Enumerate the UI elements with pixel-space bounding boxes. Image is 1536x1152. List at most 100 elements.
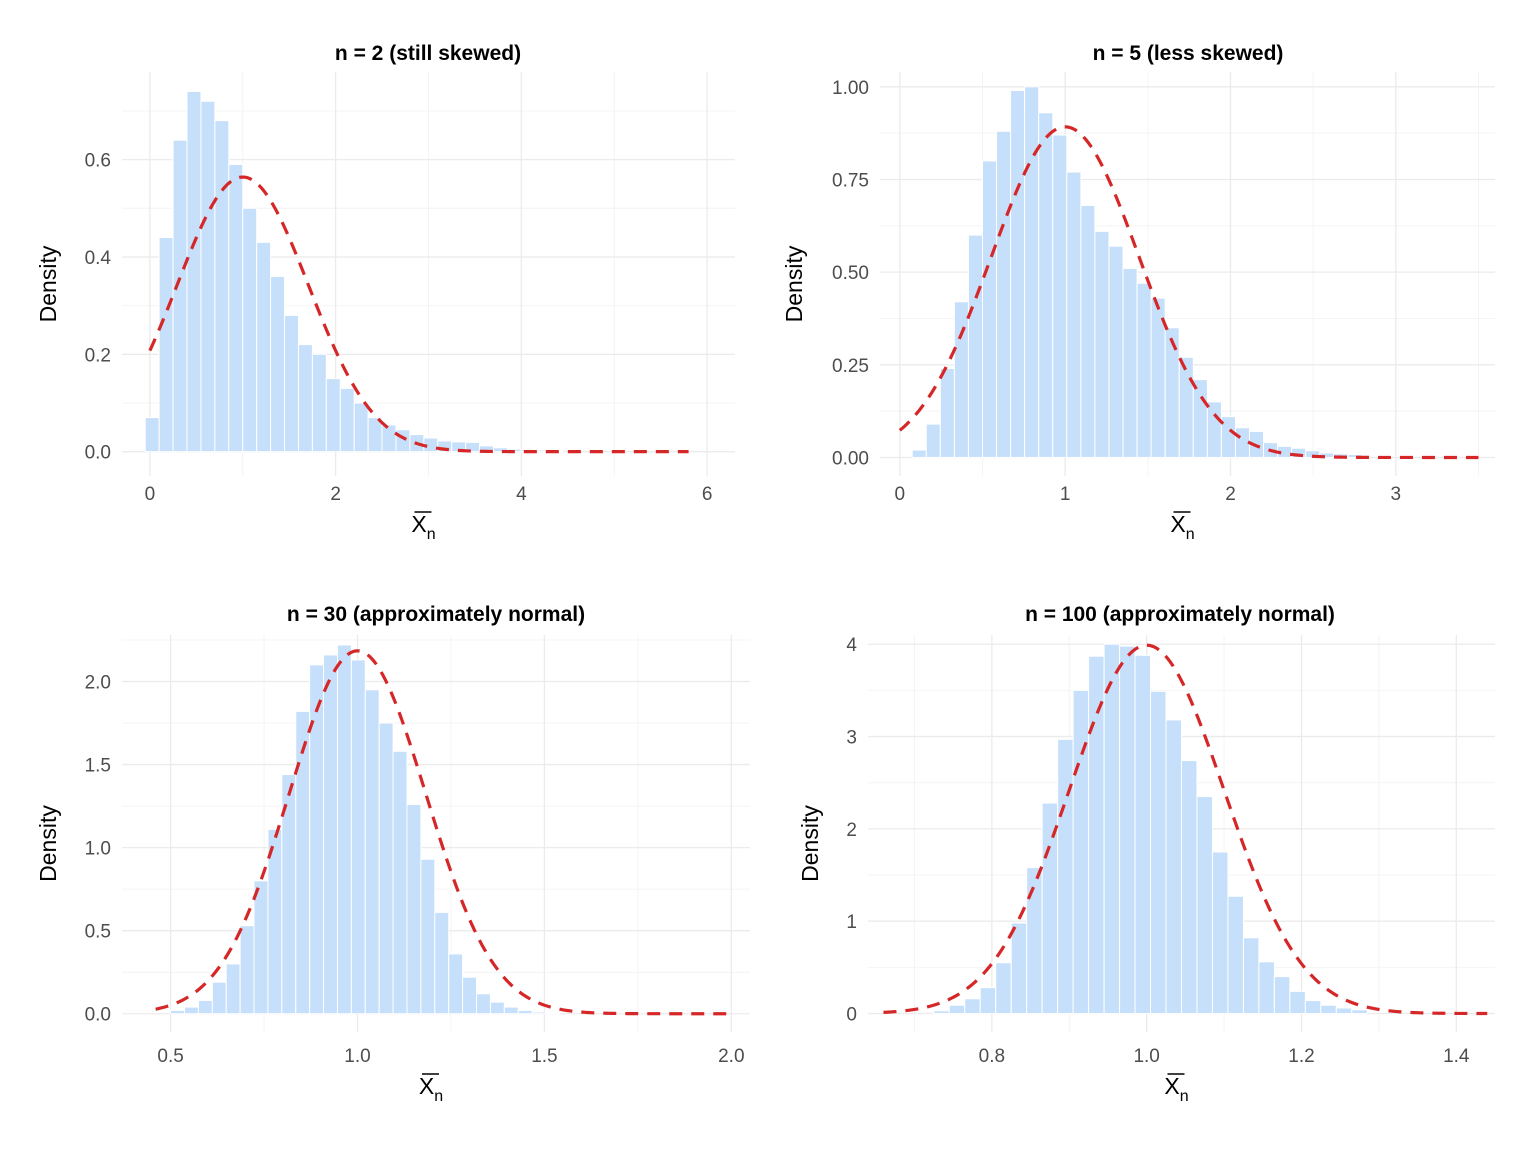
histogram-bars [170,644,561,1015]
histogram-bar [378,722,394,1015]
histogram-bar [448,953,464,1015]
histogram-bar [1010,922,1028,1015]
y-tick-label: 0.6 [85,151,111,172]
histogram-bar [1335,1007,1353,1015]
histogram-bar [197,999,213,1015]
histogram-bar [996,130,1012,458]
histogram-bar [392,750,408,1015]
y-tick-label: 1.5 [85,756,111,777]
y-axis-title: Density [35,805,61,882]
histogram-bar [214,120,230,453]
histogram-bar [517,1009,533,1015]
x-tick-label: 6 [702,484,713,505]
histogram-bar [270,275,286,453]
y-tick-label: 2 [846,820,857,841]
histogram-bar [1211,851,1229,1015]
histogram-bar [284,314,299,453]
histogram-bars [144,90,564,453]
histogram-bar [211,981,227,1015]
normal-density-curve [883,643,1488,1016]
panel-title: n = 30 (approximately normal) [287,603,585,626]
histogram-bars [911,86,1363,458]
y-tick-label: 3 [846,728,857,749]
histogram-bar [242,207,258,453]
histogram-bar [170,1009,186,1015]
histogram-bar [1072,689,1090,1015]
histogram-bar [381,424,397,453]
histogram-bar [1103,643,1121,1015]
histogram-bar [350,659,366,1015]
y-tick-label: 0.0 [85,443,111,464]
histogram-bar [1181,760,1198,1015]
histogram-bars [933,643,1368,1015]
histogram-bar [964,998,981,1015]
histogram-bar [503,1006,519,1015]
histogram-bar [911,449,927,458]
histogram-bar [144,417,160,453]
x-tick-label: 1.0 [344,1046,370,1067]
histogram-bar [1304,1000,1322,1015]
panel-title: n = 5 (less skewed) [1093,42,1284,65]
x-tick-label: 2.0 [718,1046,744,1067]
histogram-bar [253,880,269,1015]
histogram-bar [1351,1009,1368,1015]
x-tick-label: 1 [1060,484,1071,505]
histogram-bar [295,710,311,1015]
x-axis-title: Xn [1170,511,1194,543]
histogram-bar [239,925,255,1015]
histogram-bar [353,402,369,453]
y-tick-label: 1.00 [832,78,869,99]
normal-density-curve [155,649,732,1016]
histogram-bar [925,423,941,458]
histogram-bar [225,963,241,1015]
y-axis-title: Density [35,245,61,322]
y-tick-label: 0.5 [85,922,111,943]
histogram-bar [1258,961,1275,1015]
x-tick-label: 0.5 [157,1046,183,1067]
histogram-bar [1134,654,1152,1015]
y-axis-title: Density [781,245,807,322]
histogram-bar [323,654,338,1015]
y-axis-title: Density [797,805,823,882]
x-tick-label: 1.0 [1133,1046,1159,1067]
chart-panel-1: 0 2 4 6 0.0 0.2 0.4 0.6 n = 2 (still skewed) Xn De… [35,42,735,543]
histogram-bar [172,139,188,453]
histogram-bar [311,353,327,453]
histogram-bar [325,378,341,453]
histogram-bar [939,368,955,458]
y-tick-label: 0.0 [85,1005,111,1026]
histogram-bar [1119,645,1136,1015]
histogram-bar [1010,90,1026,458]
y-tick-label: 0 [846,1005,857,1026]
histogram-bar [1289,990,1306,1015]
histogram-bar [200,100,216,453]
y-tick-label: 4 [846,635,857,656]
x-tick-label: 0 [145,484,156,505]
histogram-bar [1320,1004,1337,1015]
histogram-bar [1052,134,1068,458]
x-tick-label: 1.2 [1288,1046,1314,1067]
histogram-bar [948,1004,966,1015]
histogram-bar [967,234,983,458]
histogram-bar [297,344,313,453]
x-tick-label: 1.4 [1443,1046,1470,1067]
histogram-bar [489,1001,505,1015]
histogram-bar [476,993,491,1015]
x-tick-label: 3 [1391,484,1402,505]
histogram-bar [1026,867,1043,1015]
histogram-bar [364,689,380,1015]
histogram-bar [995,962,1012,1015]
histogram-bar [979,987,997,1015]
histogram-bar [184,1006,199,1015]
chart-panel-2: 0 1 2 3 0.00 0.25 0.50 0.75 1.00 n = 5 (less skew… [781,42,1495,543]
histogram-bar [1196,796,1213,1015]
histogram-bar [1094,230,1110,458]
histogram-bar [158,236,174,453]
histogram-bar [228,163,244,453]
histogram-bar [1206,401,1222,458]
histogram-bar [1150,690,1167,1015]
histogram-bar [1122,267,1138,458]
x-tick-label: 4 [516,484,527,505]
y-tick-label: 1 [846,912,857,933]
